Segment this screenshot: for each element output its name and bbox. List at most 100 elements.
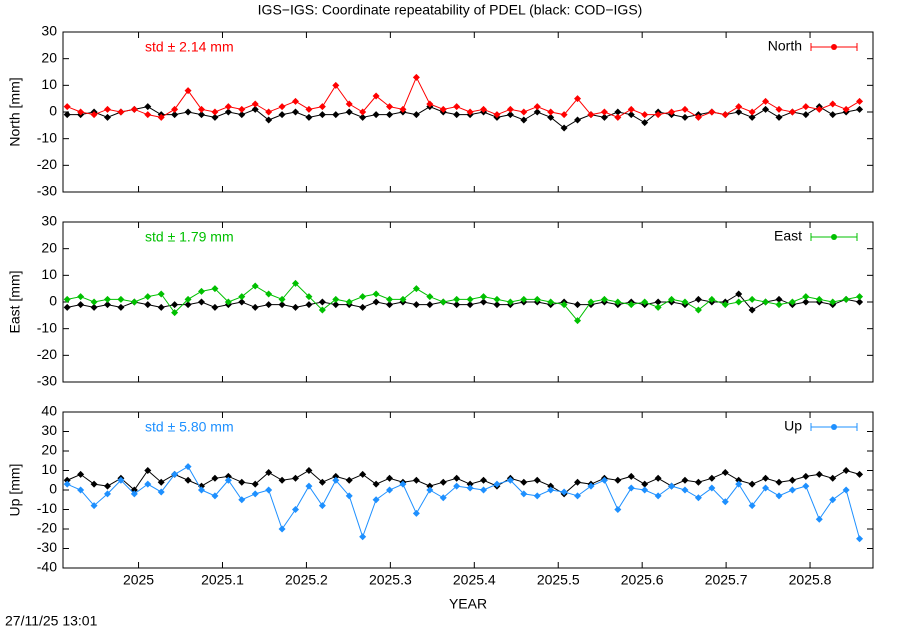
data-point [224, 472, 232, 480]
data-point [372, 290, 380, 298]
data-point [748, 306, 756, 314]
data-point [372, 111, 380, 119]
data-point [372, 480, 380, 488]
data-point [480, 105, 488, 113]
data-point [292, 303, 300, 311]
data-point [856, 535, 864, 543]
data-point [251, 490, 259, 498]
data-point [788, 476, 796, 484]
data-point [641, 119, 649, 127]
data-point [708, 108, 716, 116]
data-point [842, 467, 850, 474]
data-point [708, 474, 716, 482]
data-point [842, 295, 850, 303]
data-point [708, 484, 716, 492]
series-line [67, 76, 860, 118]
data-point [265, 486, 273, 494]
data-point [359, 108, 367, 116]
data-point [211, 108, 219, 116]
data-point [574, 95, 582, 103]
data-point [372, 496, 380, 504]
data-point [238, 298, 246, 306]
legend-label: East [774, 228, 802, 244]
data-point [278, 476, 286, 484]
data-point [856, 293, 864, 301]
data-point [144, 480, 152, 488]
data-point [775, 113, 783, 121]
data-point [359, 113, 367, 121]
chart-title: IGS−IGS: Coordinate repeatability of PDE… [258, 2, 643, 18]
data-point [77, 293, 85, 301]
data-point [668, 108, 676, 116]
data-point [77, 486, 85, 494]
y-tick-label: 20 [41, 49, 57, 65]
data-point [466, 108, 474, 116]
y-tick-label: -20 [37, 520, 57, 536]
series-line [66, 465, 861, 539]
data-point [386, 295, 394, 303]
y-tick-label: 0 [49, 103, 57, 119]
x-tick-label: 2025.2 [285, 572, 328, 588]
data-point [144, 103, 152, 111]
data-point [829, 111, 837, 119]
data-point [762, 484, 770, 492]
data-point [103, 105, 111, 113]
data-point [453, 103, 461, 111]
data-point [520, 108, 528, 116]
data-point [493, 301, 501, 309]
y-tick-label: 30 [41, 23, 57, 39]
data-point [292, 506, 300, 513]
data-point [238, 105, 246, 113]
x-tick-label: 2025.5 [537, 572, 580, 588]
data-point [386, 301, 394, 309]
data-point [144, 111, 152, 119]
y-tick-label: 0 [49, 481, 57, 497]
data-point [278, 301, 286, 309]
data-point [359, 293, 367, 301]
data-point [117, 295, 125, 303]
data-point [748, 502, 756, 510]
data-point [493, 295, 501, 303]
data-point [197, 298, 205, 306]
data-point [788, 298, 796, 306]
y-tick-label: -10 [37, 500, 57, 516]
data-point [627, 301, 635, 309]
data-point [587, 482, 595, 490]
data-point [278, 103, 286, 111]
data-point [278, 525, 286, 533]
data-point [453, 301, 461, 309]
x-tick-label: 2025.1 [201, 572, 244, 588]
data-point [533, 295, 541, 303]
data-point [251, 100, 259, 108]
y-axis-label: East [mm] [7, 270, 23, 333]
annotation: std ± 2.14 mm [145, 39, 234, 55]
data-point [560, 111, 568, 119]
data-point [103, 295, 111, 303]
data-point [197, 111, 205, 119]
data-point [681, 298, 689, 306]
data-point [251, 303, 259, 311]
y-tick-label: -20 [37, 156, 57, 172]
data-point [184, 295, 192, 303]
plot-area [63, 73, 864, 132]
data-point [211, 474, 219, 482]
data-point [332, 81, 340, 89]
data-point [547, 482, 555, 490]
data-point [627, 472, 635, 480]
data-point [802, 103, 810, 111]
data-point [292, 97, 300, 105]
data-point [600, 113, 608, 121]
data-point [238, 293, 246, 301]
data-point [197, 287, 205, 295]
x-tick-label: 2025.4 [453, 572, 496, 588]
data-point [184, 463, 192, 471]
data-point [130, 490, 138, 498]
data-point [587, 298, 595, 306]
data-point [654, 492, 662, 500]
data-point [238, 496, 246, 504]
data-point [412, 301, 420, 309]
data-point [63, 476, 71, 484]
data-point [412, 509, 420, 517]
data-point [184, 87, 192, 95]
